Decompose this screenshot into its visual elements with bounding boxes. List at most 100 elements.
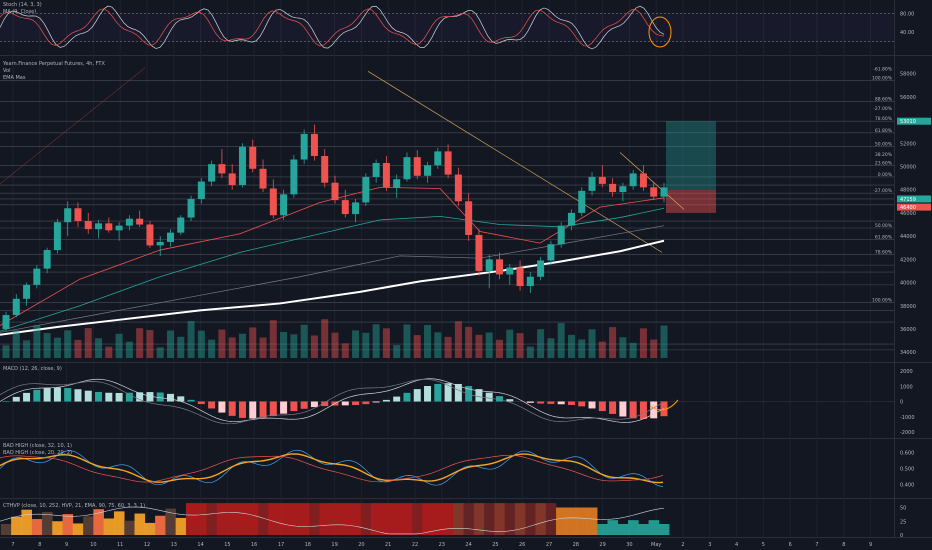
ctvh-column bbox=[124, 520, 135, 535]
macd-histogram-bar bbox=[95, 391, 103, 402]
price-tick-label: 40000 bbox=[900, 281, 916, 287]
volume-bar bbox=[352, 330, 360, 358]
candle-body bbox=[23, 284, 31, 299]
candle-body bbox=[516, 267, 524, 287]
macd-histogram-bar bbox=[506, 399, 514, 402]
price-tick-label: 34000 bbox=[900, 350, 916, 356]
macd-histogram-bar bbox=[362, 401, 370, 405]
descending-trendline bbox=[367, 70, 663, 253]
macd-histogram-bar bbox=[53, 387, 61, 402]
candle-body bbox=[280, 194, 288, 216]
fib-level-label: -27.00% bbox=[873, 188, 893, 194]
ctvh-column bbox=[155, 515, 166, 535]
x-tick-label: 9 bbox=[869, 542, 872, 548]
ctvh-column bbox=[607, 520, 619, 535]
bad-fast-line bbox=[0, 449, 664, 487]
x-tick-label: 12 bbox=[144, 542, 150, 548]
macd-histogram-bar bbox=[228, 401, 236, 416]
ctvh-column bbox=[257, 503, 269, 535]
ctvh-column bbox=[288, 503, 300, 535]
macd-histogram-bar bbox=[454, 383, 462, 402]
candle-body bbox=[567, 212, 575, 226]
stoch-highlight-circle bbox=[648, 16, 672, 48]
price-tick-label: 58000 bbox=[900, 72, 916, 78]
volume-bar bbox=[300, 324, 308, 358]
x-tick-label: 4 bbox=[735, 542, 738, 548]
ctvh-title: CTHVP (close, 10, 252, HVP, 21, EMA, 90,… bbox=[3, 503, 146, 509]
macd-histogram-bar bbox=[444, 383, 452, 402]
volume-bar bbox=[465, 326, 473, 358]
candle-body bbox=[269, 188, 277, 216]
volume-bar bbox=[382, 328, 390, 358]
ctvh-column bbox=[227, 503, 238, 535]
macd-histogram-bar bbox=[249, 401, 257, 419]
volume-bar bbox=[228, 337, 236, 358]
candle-body bbox=[506, 267, 514, 275]
candle-body bbox=[588, 176, 596, 191]
target-price-tag bbox=[897, 117, 931, 125]
macd-histogram-bar bbox=[526, 401, 534, 403]
bad-tick-label: 0.600 bbox=[900, 451, 914, 457]
volume-bar bbox=[197, 330, 205, 358]
ctvh-column bbox=[309, 503, 320, 535]
volume-bar bbox=[125, 341, 133, 358]
ctvh-column bbox=[196, 503, 207, 535]
ctvh-column bbox=[432, 503, 444, 535]
macd-histogram-bar bbox=[74, 389, 82, 402]
main-ema-label: EMA Mas bbox=[3, 75, 26, 81]
candle-body bbox=[557, 225, 565, 245]
volume-bar bbox=[424, 325, 432, 358]
candle-body bbox=[382, 162, 390, 188]
macd-histogram-bar bbox=[12, 396, 20, 402]
macd-histogram-bar bbox=[84, 390, 92, 402]
candle-body bbox=[537, 260, 545, 277]
x-tick-label: 5 bbox=[762, 542, 765, 548]
ctvh-column bbox=[576, 507, 588, 535]
stoch-d-line bbox=[0, 8, 665, 47]
macd-histogram-bar bbox=[156, 392, 164, 402]
fib-level-label: 0.00% bbox=[878, 172, 893, 178]
ctvh-column bbox=[412, 503, 423, 535]
macd-histogram-bar bbox=[310, 401, 318, 408]
volume-bar bbox=[259, 337, 267, 358]
bad-red-line bbox=[0, 454, 664, 483]
volume-bar bbox=[588, 329, 596, 358]
volume-bar bbox=[629, 342, 637, 358]
ctvh-column bbox=[0, 524, 12, 535]
ctvh-column bbox=[535, 503, 547, 535]
ctvh-column bbox=[237, 503, 248, 535]
macd-annotation-curve bbox=[649, 399, 679, 411]
ctvh-column bbox=[247, 503, 259, 535]
macd-tick-label: 2000 bbox=[900, 369, 913, 375]
candle-body bbox=[485, 259, 493, 271]
stoch-band-fill bbox=[0, 13, 894, 42]
volume-bar bbox=[393, 345, 401, 358]
ctvh-column bbox=[103, 518, 115, 535]
ctvh-column bbox=[638, 524, 649, 535]
macd-histogram-bar bbox=[578, 401, 586, 407]
x-tick-label: 18 bbox=[305, 542, 311, 548]
candle-body bbox=[84, 221, 92, 230]
macd-histogram-bar bbox=[537, 401, 545, 404]
candle-body bbox=[526, 276, 534, 287]
candle-body bbox=[331, 182, 339, 201]
candle-body bbox=[341, 200, 349, 215]
x-tick-label: 11 bbox=[117, 542, 123, 548]
x-tick-label: 9 bbox=[65, 542, 68, 548]
ctvh-column bbox=[206, 503, 218, 535]
ctvh-column bbox=[401, 503, 413, 535]
macd-histogram-bar bbox=[259, 401, 267, 418]
ema-slow-line bbox=[0, 225, 665, 333]
ctvh-column bbox=[473, 503, 485, 535]
candle-body bbox=[208, 164, 216, 182]
candle-body bbox=[475, 234, 483, 271]
volume-bar bbox=[95, 338, 103, 358]
volume-bar bbox=[557, 323, 565, 358]
x-tick-label: 29 bbox=[599, 542, 605, 548]
macd-histogram-bar bbox=[424, 385, 432, 402]
ctvh-tick-label: 25 bbox=[900, 519, 906, 525]
candle-body bbox=[238, 146, 246, 186]
candle-body bbox=[660, 187, 668, 197]
ctvh-column bbox=[41, 511, 53, 535]
